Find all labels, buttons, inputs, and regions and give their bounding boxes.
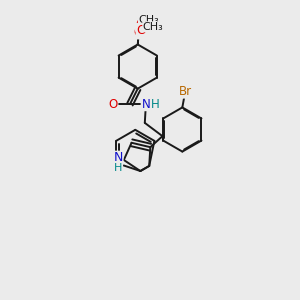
Text: N: N xyxy=(142,98,150,111)
Text: O: O xyxy=(136,24,146,37)
Text: O: O xyxy=(136,18,146,31)
Text: O: O xyxy=(109,98,118,111)
Text: H: H xyxy=(114,163,122,173)
Text: CH₃: CH₃ xyxy=(138,15,159,25)
Text: H: H xyxy=(151,98,160,111)
Text: O: O xyxy=(133,26,142,39)
Text: Br: Br xyxy=(178,85,192,98)
Text: CH₃: CH₃ xyxy=(143,22,164,32)
Text: N: N xyxy=(114,151,123,164)
